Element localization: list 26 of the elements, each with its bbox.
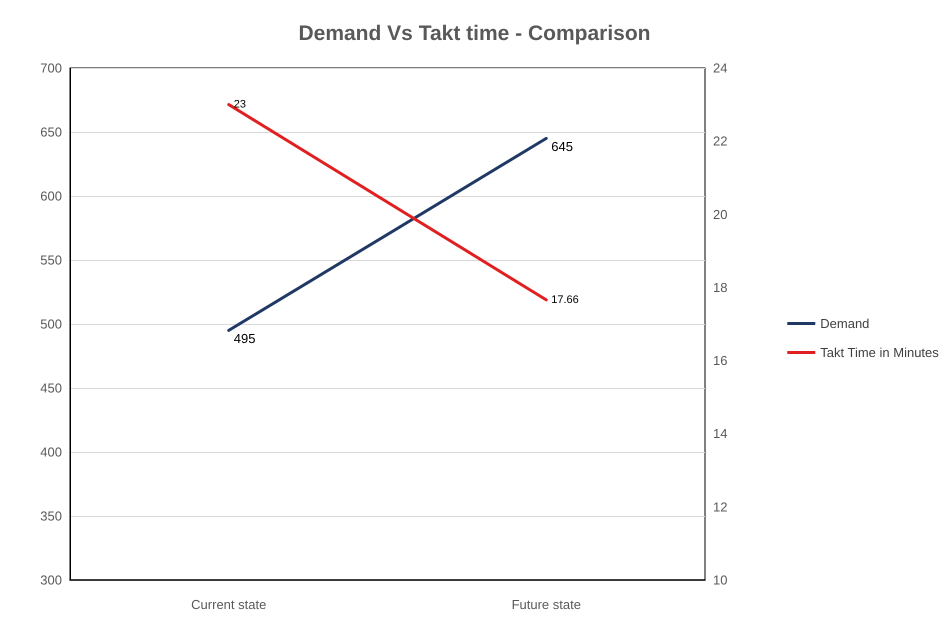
- y-tick-label: 400: [40, 444, 62, 460]
- y-tick-label: 450: [40, 380, 62, 396]
- y-tick-label: 650: [40, 124, 62, 140]
- y2-tick-label: 18: [713, 280, 728, 295]
- legend-label: Demand: [820, 316, 870, 331]
- y2-tick-label: 10: [713, 572, 728, 588]
- legend-label: Takt Time in Minutes: [820, 345, 940, 360]
- data-label: 23: [234, 98, 246, 111]
- data-label: 645: [551, 138, 573, 154]
- x-tick-label: Current state: [191, 597, 266, 612]
- x-tick-label: Future state: [512, 597, 581, 612]
- y2-tick-label: 14: [713, 426, 728, 442]
- y-tick-label: 700: [40, 60, 62, 76]
- y-tick-label: 600: [40, 188, 62, 204]
- y-tick-label: 350: [40, 508, 62, 524]
- data-label: 495: [234, 330, 256, 346]
- chart-title: Demand Vs Takt time - Comparison: [298, 22, 651, 45]
- y2-tick-label: 12: [713, 499, 728, 514]
- y2-tick-label: 16: [713, 353, 728, 368]
- y-tick-label: 500: [40, 316, 62, 332]
- data-label: 17.66: [551, 294, 579, 306]
- y2-tick-label: 20: [713, 206, 728, 222]
- y-tick-label: 300: [40, 572, 62, 588]
- y2-tick-label: 22: [713, 134, 728, 149]
- y2-tick-label: 24: [713, 60, 728, 76]
- y-tick-label: 550: [40, 252, 62, 268]
